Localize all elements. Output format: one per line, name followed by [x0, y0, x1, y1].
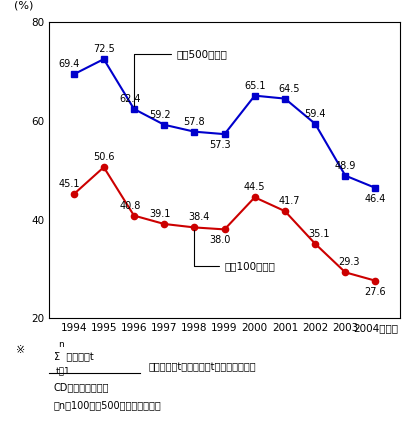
- Text: 27.6: 27.6: [365, 286, 386, 297]
- Text: 45.1: 45.1: [59, 179, 80, 190]
- Text: 35.1: 35.1: [309, 229, 330, 239]
- Text: 59.4: 59.4: [304, 109, 326, 119]
- Text: 64.5: 64.5: [279, 84, 300, 94]
- Text: 50.6: 50.6: [93, 152, 115, 162]
- Text: 39.1: 39.1: [149, 209, 171, 219]
- Text: 38.0: 38.0: [210, 235, 231, 245]
- Text: 上位500位まで: 上位500位まで: [134, 49, 227, 106]
- Text: 72.5: 72.5: [93, 44, 115, 54]
- Text: n: n: [58, 340, 63, 349]
- Text: Σ  売上枚数t: Σ 売上枚数t: [54, 351, 93, 362]
- Text: 69.4: 69.4: [59, 60, 80, 69]
- Text: 38.4: 38.4: [188, 213, 209, 222]
- Text: をn＝100及び500まで計算した値: をn＝100及び500まで計算した値: [54, 400, 162, 410]
- Text: 57.3: 57.3: [210, 140, 231, 150]
- Text: CDシングル産枚数: CDシングル産枚数: [54, 382, 109, 392]
- Text: 上位100位まで: 上位100位まで: [194, 230, 275, 271]
- Text: 65.1: 65.1: [244, 81, 265, 91]
- Text: 59.2: 59.2: [149, 110, 171, 120]
- Text: ※: ※: [16, 345, 26, 355]
- Text: 40.8: 40.8: [119, 201, 140, 211]
- Text: t＝1: t＝1: [56, 366, 70, 375]
- Text: 44.5: 44.5: [244, 183, 265, 192]
- Text: 29.3: 29.3: [339, 257, 360, 267]
- Text: 41.7: 41.7: [279, 196, 300, 206]
- Text: （売上枚数t：チャートt位の売上枚数）: （売上枚数t：チャートt位の売上枚数）: [148, 362, 256, 373]
- Text: (%): (%): [14, 0, 34, 10]
- Text: 57.8: 57.8: [183, 117, 205, 127]
- Text: 62.4: 62.4: [119, 94, 140, 104]
- Text: 46.4: 46.4: [365, 194, 386, 204]
- Text: 48.9: 48.9: [335, 160, 356, 171]
